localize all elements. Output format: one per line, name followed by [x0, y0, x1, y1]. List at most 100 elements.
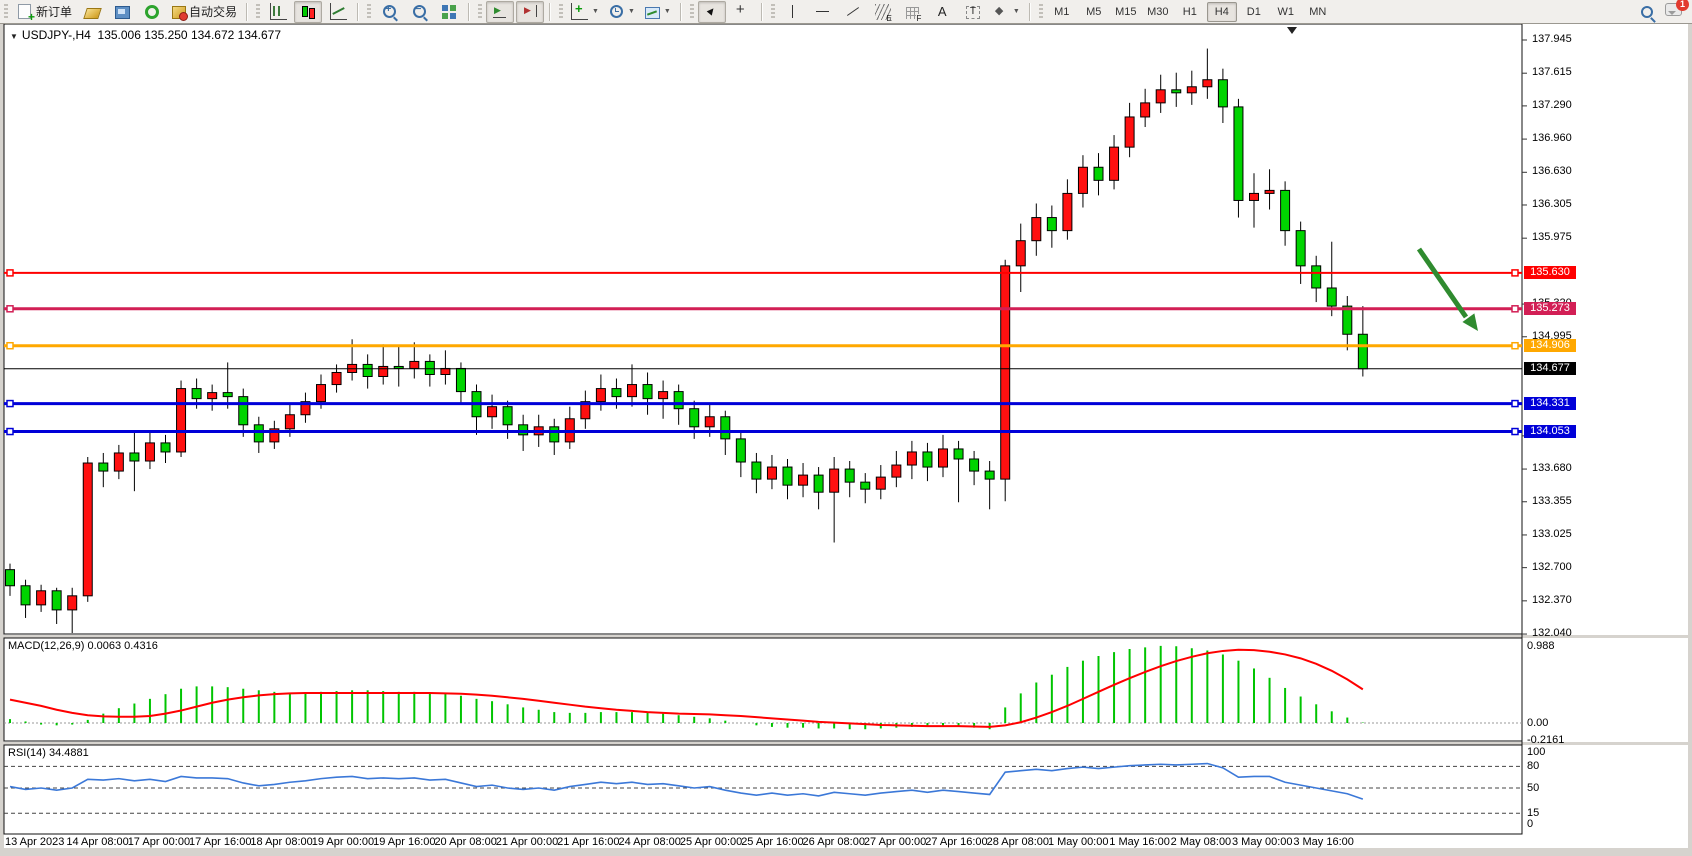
templates-button[interactable]: ▼	[641, 1, 675, 23]
arrows-button[interactable]: ▼	[989, 1, 1024, 23]
candle-body	[813, 474, 824, 493]
chart-window-background	[0, 23, 1692, 856]
symbol-period-label: USDJPY-,H4	[21, 28, 91, 42]
zoom-in-button[interactable]	[375, 1, 403, 23]
price-tick-label: 133.680	[1532, 462, 1572, 475]
bar-chart-button[interactable]	[264, 1, 292, 23]
grid-button[interactable]	[899, 1, 927, 23]
candle-body	[1046, 217, 1057, 232]
candle-body	[1217, 79, 1228, 108]
new-order-button-label: 新订单	[36, 5, 73, 19]
line-handle[interactable]	[6, 399, 14, 408]
timeframe-m30[interactable]: M30	[1147, 5, 1169, 18]
chart-shift-marker[interactable]	[1287, 27, 1297, 34]
candle-body	[1000, 265, 1011, 480]
price-tick-label: 136.305	[1532, 197, 1572, 210]
virtual-hosting-button[interactable]	[108, 1, 136, 23]
chevron-down-icon: ▼	[1012, 8, 1020, 15]
toolbar-grip	[559, 3, 564, 20]
crosshair-button[interactable]	[728, 1, 756, 23]
pane-splitter[interactable]	[0, 635, 1692, 638]
fibonacci-button[interactable]	[869, 1, 897, 23]
date-axis-label: 28 Apr 08:00	[986, 836, 1049, 848]
candle-body	[922, 451, 933, 468]
price-tick-label: 136.630	[1532, 165, 1572, 178]
timeframe-h1[interactable]: H1	[1182, 5, 1197, 18]
rsi-axis-label: 100	[1527, 746, 1546, 758]
auto-scroll-button[interactable]	[486, 0, 515, 23]
candle-body	[518, 424, 529, 436]
zoom-out-button[interactable]	[405, 1, 433, 23]
candle-body	[253, 424, 264, 443]
gold-ingot-icon	[82, 8, 102, 19]
new-order-button[interactable]: 新订单	[12, 1, 76, 24]
line-handle[interactable]	[1511, 427, 1519, 436]
candle-body	[440, 367, 451, 375]
gold-chart-button[interactable]	[78, 1, 106, 23]
line-handle[interactable]	[1511, 305, 1519, 313]
candle-body	[984, 470, 995, 480]
timeframe-d1[interactable]: D1	[1246, 5, 1261, 18]
auto-trading-button[interactable]: 自动交易	[168, 1, 241, 23]
timeframe-mn[interactable]: MN	[1309, 5, 1327, 18]
horizontal-line-button[interactable]	[809, 1, 837, 23]
candle-body	[222, 392, 233, 398]
candle-body	[36, 590, 47, 606]
cursor-button[interactable]	[697, 0, 726, 23]
candle-body	[20, 585, 31, 606]
line-chart-button[interactable]	[324, 1, 352, 23]
tile-windows-button[interactable]	[435, 1, 463, 23]
price-badge: 135.273	[1524, 301, 1576, 315]
line-handle[interactable]	[6, 341, 14, 350]
line-handle[interactable]	[1511, 269, 1519, 277]
chevron-down-icon: ▼	[663, 8, 671, 15]
line-chart-icon	[329, 3, 347, 20]
one-click-trading-arrow-icon[interactable]: ▼	[10, 32, 18, 41]
indicators-button[interactable]: ▼	[567, 1, 603, 23]
rsi-line	[9, 762, 1364, 800]
toolbar-divider	[679, 2, 682, 21]
candle-body	[891, 464, 902, 478]
text-label-button[interactable]	[959, 1, 987, 23]
pane-splitter[interactable]	[0, 742, 1692, 745]
candle-body	[455, 367, 466, 393]
candle-body	[627, 384, 637, 398]
line-handle[interactable]	[6, 269, 14, 277]
line-handle[interactable]	[6, 427, 14, 436]
bar-chart-icon	[269, 3, 287, 20]
notifications-button[interactable]: 1	[1665, 0, 1689, 21]
candle-body	[938, 448, 948, 468]
signals-button[interactable]	[138, 1, 166, 23]
candle-body	[424, 360, 435, 375]
chart-shift-button[interactable]	[516, 0, 545, 23]
macd-pane	[4, 645, 1522, 730]
rsi-indicator-label: RSI(14) 34.4881	[8, 747, 89, 759]
line-handle[interactable]	[1511, 399, 1519, 408]
timeframe-h4[interactable]: H4	[1206, 1, 1237, 22]
line-handle[interactable]	[6, 305, 14, 313]
timeframe-m15[interactable]: M15	[1115, 5, 1137, 18]
candle-body	[860, 481, 871, 490]
text-button[interactable]	[929, 1, 957, 23]
candle-body	[1062, 192, 1073, 232]
candlestick-chart-button[interactable]	[294, 0, 323, 23]
trend-arrow-annotation[interactable]	[1416, 247, 1478, 331]
macd-axis-label: 0.00	[1527, 717, 1549, 729]
vertical-line-button[interactable]	[779, 1, 807, 23]
search-icon[interactable]	[1641, 5, 1653, 18]
line-handle[interactable]	[1511, 341, 1519, 350]
trendline-button[interactable]	[839, 1, 867, 23]
terminal-icon	[114, 6, 130, 19]
autoscroll-icon	[492, 4, 508, 20]
timeframe-w1[interactable]: W1	[1277, 5, 1295, 18]
candle-body	[720, 416, 731, 440]
candle-body	[673, 391, 684, 410]
price-tick-label: 137.290	[1532, 98, 1572, 111]
periods-button[interactable]: ▼	[605, 1, 639, 23]
candle-body	[5, 569, 15, 587]
timeframe-m5[interactable]: M5	[1086, 5, 1102, 18]
toolbar-grip	[1038, 3, 1043, 20]
tile-windows-icon	[441, 4, 457, 20]
candle-body	[1264, 189, 1275, 194]
timeframe-m1[interactable]: M1	[1054, 5, 1070, 18]
